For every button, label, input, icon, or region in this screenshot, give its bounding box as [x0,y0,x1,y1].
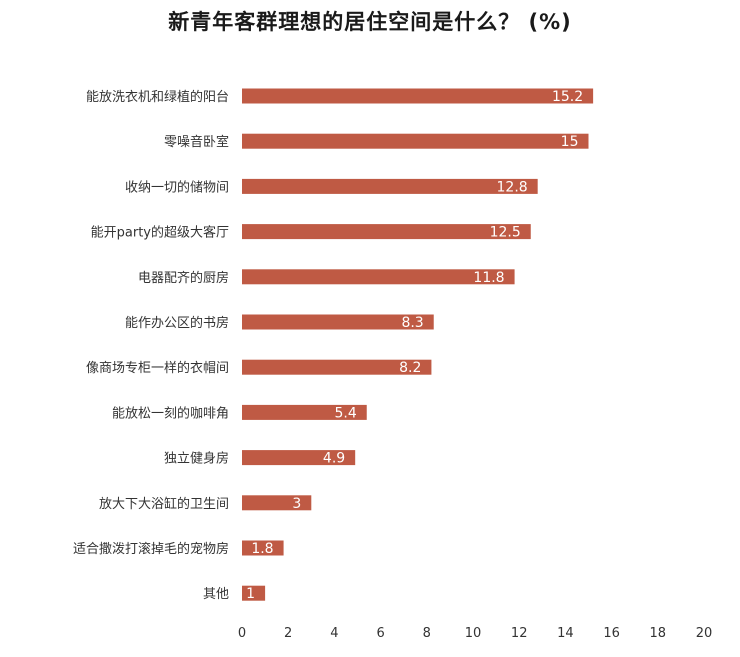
category-label: 收纳一切的储物间 [125,179,229,195]
bar-value-label: 5.4 [334,405,356,421]
bar-value-label: 3 [292,496,301,512]
bar-value-label: 1.8 [251,541,273,557]
bar [242,495,312,511]
bar-value-label: 11.8 [473,270,504,286]
x-tick-label: 8 [423,626,431,641]
category-label: 零噪音卧室 [164,134,229,150]
category-label: 能作办公区的书房 [125,315,229,331]
x-tick-label: 14 [557,626,574,641]
category-label: 电器配齐的厨房 [138,270,229,286]
bar [242,88,594,104]
x-tick-label: 10 [465,626,482,641]
chart-title: 新青年客群理想的居住空间是什么？ (%) [168,10,572,34]
bar [242,540,284,556]
bar [242,359,432,375]
category-label: 独立健身房 [164,451,229,467]
bar [242,133,589,149]
bar [242,314,434,330]
bar [242,585,266,601]
bar-value-label: 8.3 [401,315,423,331]
x-tick-label: 4 [330,626,338,641]
x-tick-label: 20 [696,626,713,641]
bar [242,450,356,466]
x-tick-label: 18 [650,626,667,641]
bar-value-label: 12.8 [497,179,528,195]
bar [242,178,538,194]
bar [242,224,531,240]
x-tick-label: 0 [238,626,246,641]
bar [242,404,367,420]
x-tick-label: 12 [511,626,528,641]
category-label: 能放洗衣机和绿植的阳台 [86,89,229,105]
category-label: 能放松一刻的咖啡角 [112,405,229,421]
category-labels: 能放洗衣机和绿植的阳台零噪音卧室收纳一切的储物间能开party的超级大客厅电器配… [73,89,229,602]
bar-value-label: 15.2 [552,89,583,105]
x-tick-label: 6 [376,626,384,641]
x-tick-label: 2 [284,626,292,641]
bars-layer: 15.2 15 12.8 12.5 11.8 8.3 8.2 5.4 4.9 3 1.8 1 [242,88,594,602]
bar [242,269,515,285]
x-axis-ticks: 0 2 4 6 8 10 12 14 16 18 20 [238,626,712,641]
bar-value-label: 15 [561,134,579,150]
category-label: 能开party的超级大客厅 [91,225,229,241]
category-label: 像商场专柜一样的衣帽间 [86,360,229,376]
bar-value-label: 1 [246,586,255,602]
bar-value-label: 12.5 [490,225,521,241]
bar-value-label: 8.2 [399,360,421,376]
x-tick-label: 16 [603,626,620,641]
category-label: 适合撒泼打滚掉毛的宠物房 [73,541,229,557]
category-label: 放大下大浴缸的卫生间 [99,496,229,512]
bar-value-label: 4.9 [323,451,345,467]
category-label: 其他 [203,587,229,602]
